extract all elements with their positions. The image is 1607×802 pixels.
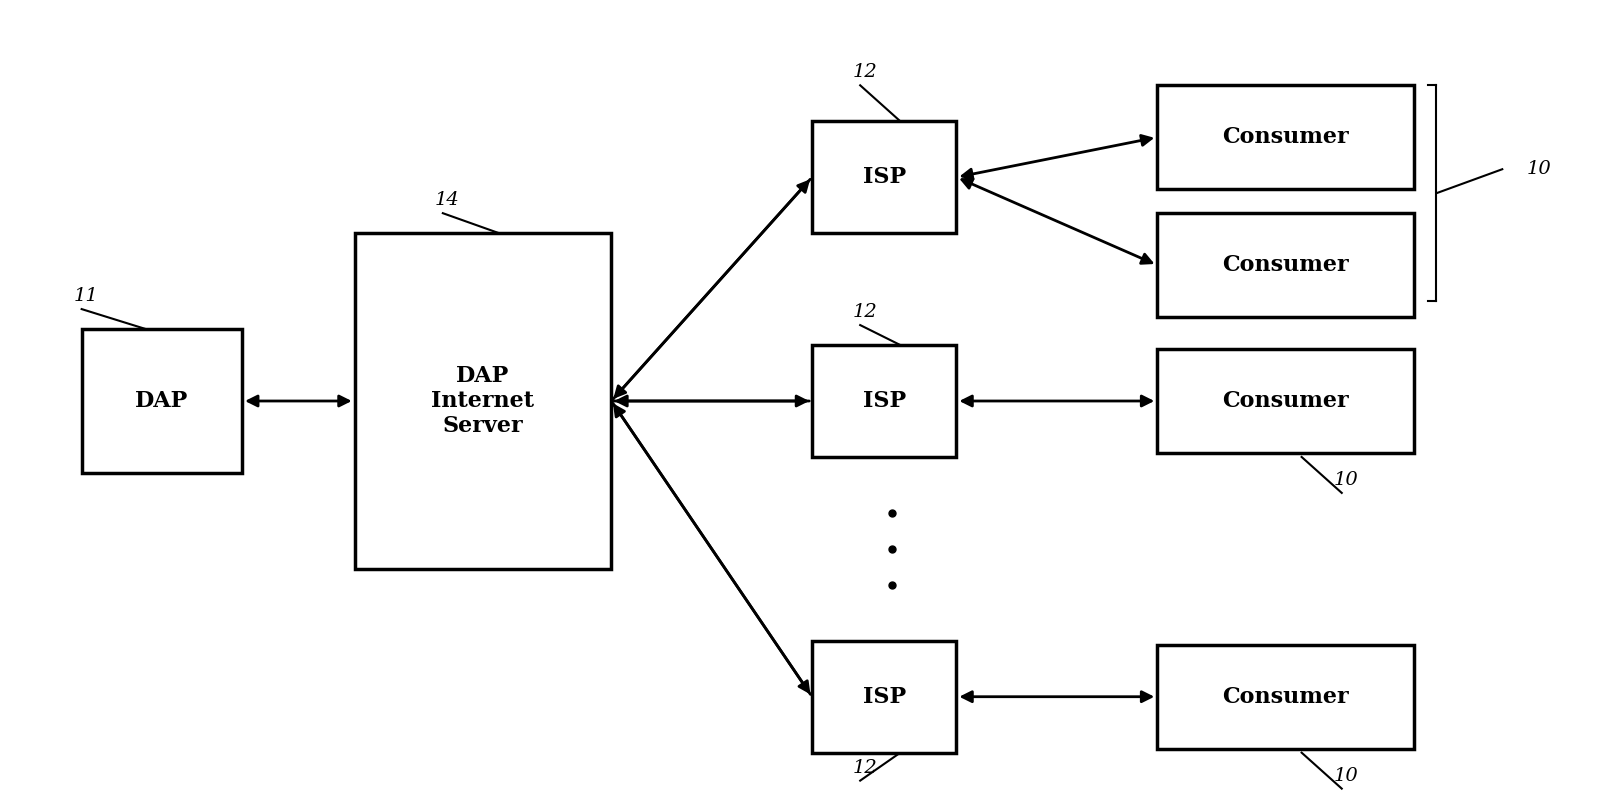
Text: 10: 10 [1332,471,1358,489]
Text: DAP: DAP [135,390,188,412]
Bar [812,345,956,457]
Bar [812,121,956,233]
Text: Consumer: Consumer [1221,254,1348,276]
Text: 14: 14 [434,191,460,209]
Bar [82,329,243,473]
Text: ISP: ISP [863,686,905,707]
Text: Consumer: Consumer [1221,390,1348,412]
Bar [1157,645,1413,748]
Bar [1157,213,1413,317]
Text: Consumer: Consumer [1221,126,1348,148]
Bar [1157,85,1413,189]
Text: 11: 11 [74,287,98,305]
Bar [354,233,611,569]
Text: Consumer: Consumer [1221,686,1348,707]
Bar [812,641,956,752]
Text: DAP
Internet
Server: DAP Internet Server [431,365,534,437]
Text: 12: 12 [852,63,876,81]
Text: 12: 12 [852,759,876,776]
Text: 10: 10 [1332,767,1358,784]
Text: 12: 12 [852,303,876,321]
Text: ISP: ISP [863,166,905,188]
Text: ISP: ISP [863,390,905,412]
Text: 10: 10 [1525,160,1551,178]
Bar [1157,349,1413,453]
